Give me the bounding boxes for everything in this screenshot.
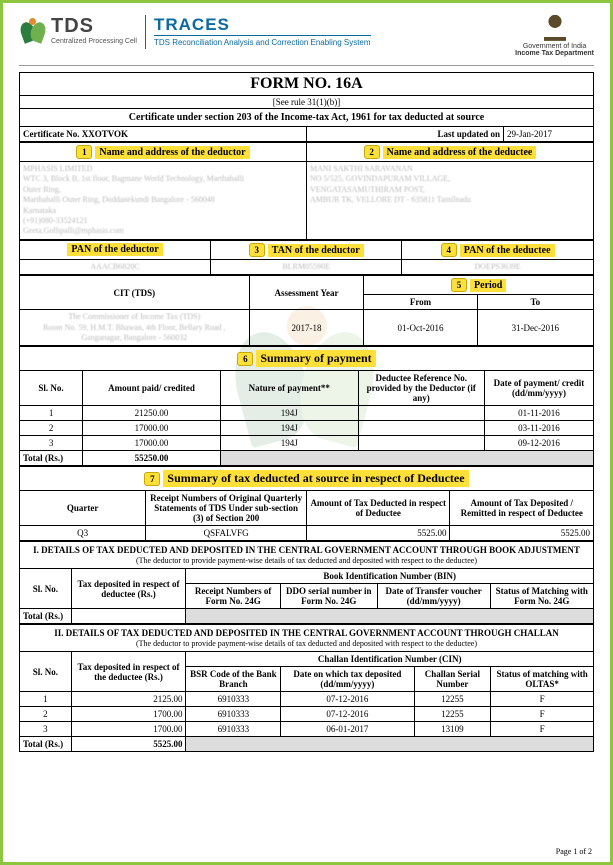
- certno-label: Certificate No.: [23, 129, 79, 139]
- marker-3: 3: [249, 243, 265, 257]
- bin-h-bin: Book Identification Number (BIN): [186, 569, 594, 584]
- header-divider: [145, 15, 146, 49]
- cin-h-bsr: BSR Code of the Bank Branch: [186, 667, 281, 692]
- deductor-address: MPHASIS LIMITED WTC 3, Block B, 1st floo…: [23, 164, 303, 237]
- section-i: I. DETAILS OF TAX DEDUCTED AND DEPOSITED…: [19, 541, 594, 624]
- sec6-title: Summary of payment: [256, 350, 375, 367]
- govt-line2: Income Tax Department: [515, 50, 594, 57]
- cert-row: Certificate No. XXOTVOK Last updated on …: [19, 127, 594, 142]
- from-value: 01-Oct-2016: [364, 310, 477, 346]
- sec-i-title: I. DETAILS OF TAX DEDUCTED AND DEPOSITED…: [33, 545, 580, 555]
- bin-h-dep: Tax deposited in respect of deductee (Rs…: [71, 569, 186, 609]
- tan-deductor: BLRM05590E: [211, 259, 402, 274]
- sec-ii-title: II. DETAILS OF TAX DEDUCTED AND DEPOSITE…: [54, 628, 559, 638]
- to-value: 31-Dec-2016: [477, 310, 593, 346]
- sop-row: 317000.00194J09-12-2016: [20, 436, 594, 451]
- deductee-address: MANI SAKTHI SARAVANAN NO 5/525, GOVINDAP…: [310, 164, 590, 206]
- cin-row: 31700.00691033306-01-201713109F: [20, 722, 594, 737]
- cert-heading: Certificate under section 203 of the Inc…: [19, 109, 594, 127]
- cin-h-dt: Date on which tax deposited (dd/mm/yyyy): [281, 667, 414, 692]
- traces-logo: TRACES TDS Reconciliation Analysis and C…: [154, 15, 371, 47]
- marker-7: 7: [144, 472, 160, 486]
- cin-h-st: Status of matching with OLTAS*: [491, 667, 594, 692]
- ay-label: Assessment Year: [249, 276, 364, 310]
- bin-h-dt: Date of Transfer voucher (dd/mm/yyyy): [377, 584, 490, 609]
- section-6: 6Summary of payment Sl. No. Amount paid/…: [19, 346, 594, 466]
- tds-logo: TDS Centralized Processing Cell: [19, 15, 137, 45]
- cin-row: 21700.00691033307-12-201612255F: [20, 707, 594, 722]
- bin-h-sl: Sl. No.: [20, 569, 72, 609]
- cpc-text: Centralized Processing Cell: [51, 38, 137, 45]
- cin-h-cin: Challan Identification Number (CIN): [186, 652, 594, 667]
- bin-h-st: Status of Matching with Form No. 24G: [490, 584, 594, 609]
- sotd-h-r: Receipt Numbers of Original Quarterly St…: [146, 491, 307, 526]
- sop-row: 217000.00194J03-11-2016: [20, 421, 594, 436]
- sop-h-date: Date of payment/ credit (dd/mm/yyyy): [484, 371, 593, 406]
- ay-value: 2017-18: [249, 310, 364, 346]
- form-rule: [See rule 31(1)(b)]: [19, 96, 594, 109]
- sec7-title: Summary of tax deducted at source in res…: [163, 470, 468, 487]
- sop-h-nat: Nature of payment**: [220, 371, 358, 406]
- marker-5: 5: [451, 278, 467, 292]
- name-addr-headers: 1Name and address of the deductor 2Name …: [19, 142, 594, 240]
- traces-title: TRACES: [154, 15, 371, 35]
- label-deductor: Name and address of the deductor: [95, 146, 249, 159]
- sotd-row: Q3QSFALVFG5525.005525.00: [20, 526, 594, 541]
- label-deductee: Name and address of the deductee: [383, 146, 537, 159]
- traces-sub: TDS Reconciliation Analysis and Correcti…: [154, 35, 371, 47]
- sop-h-ref: Deductee Reference No. provided by the D…: [358, 371, 484, 406]
- from-label: From: [364, 295, 477, 310]
- pan-deductee: DOEPS3639E: [402, 259, 594, 274]
- page-header: TDS Centralized Processing Cell TRACES T…: [19, 15, 594, 66]
- marker-6: 6: [237, 352, 253, 366]
- cin-total-label: Total (Rs.): [20, 737, 72, 752]
- sop-total-label: Total (Rs.): [20, 451, 83, 466]
- cin-h-sl: Sl. No.: [20, 652, 72, 692]
- page-footer: Page 1 of 2: [556, 847, 592, 856]
- govt-block: Government of India Income Tax Departmen…: [515, 15, 594, 57]
- marker-2: 2: [364, 145, 380, 159]
- marker-4: 4: [441, 243, 457, 257]
- section-ii: II. DETAILS OF TAX DEDUCTED AND DEPOSITE…: [19, 624, 594, 752]
- sotd-h-q: Quarter: [20, 491, 146, 526]
- sop-row: 121250.00194J01-11-2016: [20, 406, 594, 421]
- updated-label: Last updated on: [437, 129, 500, 139]
- sotd-h-d: Amount of Tax Deposited / Remitted in re…: [450, 491, 594, 526]
- sotd-h-a: Amount of Tax Deducted in respect of Ded…: [306, 491, 450, 526]
- sop-total: 55250.00: [83, 451, 221, 466]
- section-7: 7Summary of tax deducted at source in re…: [19, 466, 594, 541]
- cin-total: 5525.00: [71, 737, 186, 752]
- sop-h-amt: Amount paid/ credited: [83, 371, 221, 406]
- pan-deductor: AAACB6820C: [20, 259, 211, 274]
- certno: XXOTVOK: [82, 129, 128, 139]
- cit-address: The Commissioner of Income Tax (TDS) Roo…: [23, 312, 246, 343]
- bin-total-label: Total (Rs.): [20, 609, 72, 624]
- pan-tan-headers: PAN of the deductor 3TAN of the deductor…: [19, 240, 594, 275]
- cin-h-dep: Tax deposited in respect of the deductee…: [71, 652, 186, 692]
- sop-h-sl: Sl. No.: [20, 371, 83, 406]
- cin-h-csn: Challan Serial Number: [414, 667, 491, 692]
- label-pan-deductee: PAN of the deductee: [460, 244, 555, 257]
- updated-date: 29-Jan-2017: [504, 127, 594, 142]
- tds-text: TDS: [51, 15, 137, 38]
- form-title: FORM NO. 16A: [19, 72, 594, 96]
- govt-line1: Government of India: [515, 43, 594, 50]
- cin-row: 12125.00691033307-12-201612255F: [20, 692, 594, 707]
- label-pan-deductor: PAN of the deductor: [67, 243, 162, 256]
- label-tan-deductor: TAN of the deductor: [268, 244, 364, 257]
- marker-1: 1: [76, 145, 92, 159]
- bin-h-ddo: DDO serial number in Form No. 24G: [280, 584, 377, 609]
- cit-ay-period: CIT (TDS) Assessment Year 5Period From T…: [19, 275, 594, 346]
- sec-i-sub: (The deductor to provide payment-wise de…: [136, 556, 477, 565]
- to-label: To: [477, 295, 593, 310]
- sec-ii-sub: (The deductor to provide payment-wise de…: [136, 639, 477, 648]
- cit-label: CIT (TDS): [20, 276, 250, 310]
- emblem-icon: [544, 15, 566, 41]
- bin-h-r: Receipt Numbers of Form No. 24G: [186, 584, 280, 609]
- period-label: Period: [470, 279, 506, 292]
